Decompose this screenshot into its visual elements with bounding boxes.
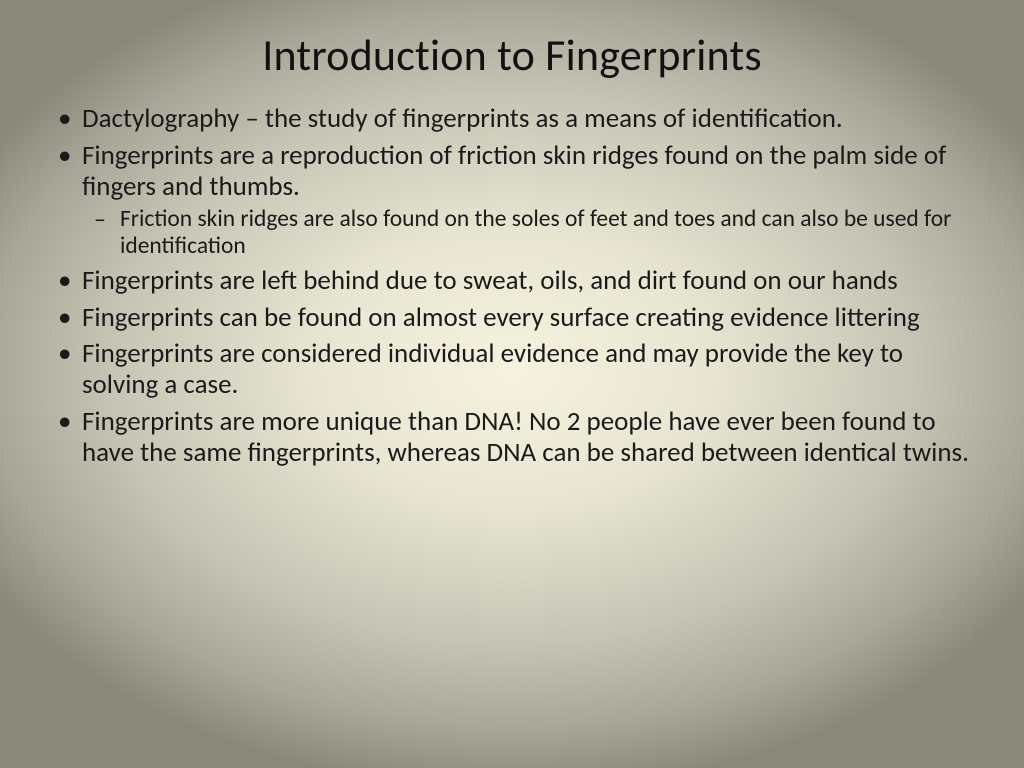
bullet-text: Dactylography – the study of fingerprint… [82, 102, 843, 135]
list-item: Fingerprints are left behind due to swea… [48, 266, 976, 297]
bullet-text: Fingerprints are left behind due to swea… [82, 264, 898, 297]
bullet-text: Fingerprints are considered individual e… [82, 337, 903, 401]
bullet-text: Fingerprints can be found on almost ever… [82, 301, 920, 334]
sub-bullet-list: Friction skin ridges are also found on t… [82, 206, 976, 260]
slide-title: Introduction to Fingerprints [48, 28, 976, 82]
list-item: Friction skin ridges are also found on t… [82, 206, 976, 260]
bullet-text: Fingerprints are a reproduction of frict… [82, 139, 946, 203]
list-item: Fingerprints can be found on almost ever… [48, 303, 976, 334]
bullet-list: Dactylography – the study of fingerprint… [48, 104, 976, 468]
sub-bullet-text: Friction skin ridges are also found on t… [120, 205, 951, 260]
slide: Introduction to Fingerprints Dactylograp… [0, 0, 1024, 768]
list-item: Fingerprints are considered individual e… [48, 339, 976, 401]
list-item: Fingerprints are more unique than DNA! N… [48, 407, 976, 469]
list-item: Fingerprints are a reproduction of frict… [48, 141, 976, 260]
bullet-text: Fingerprints are more unique than DNA! N… [82, 405, 969, 469]
list-item: Dactylography – the study of fingerprint… [48, 104, 976, 135]
